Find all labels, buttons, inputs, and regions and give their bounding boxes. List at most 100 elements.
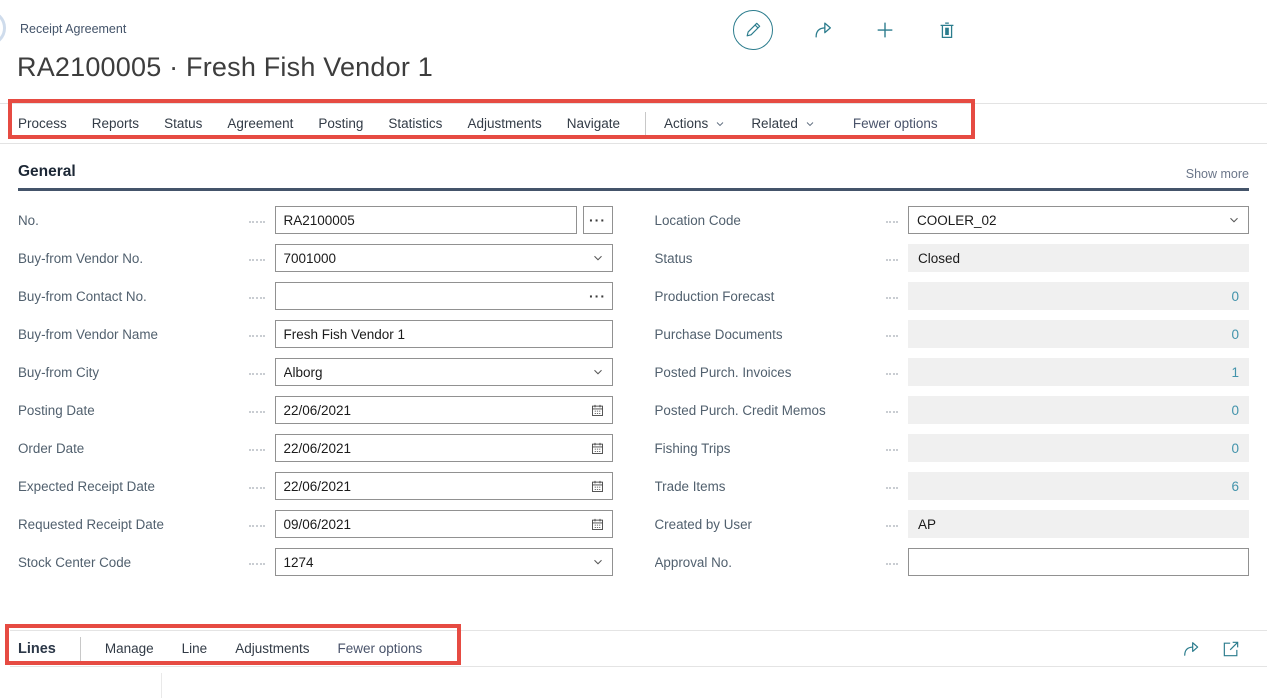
show-more-link[interactable]: Show more — [1185, 167, 1249, 181]
action-menubar: Process Reports Status Agreement Posting Stat… — [0, 103, 1267, 144]
field-row-fishing-trips: Fishing Trips 0 — [655, 434, 1249, 462]
dotted-leader — [249, 221, 265, 223]
field-box-requested-receipt-date — [274, 510, 613, 538]
add-icon[interactable] — [873, 18, 897, 42]
input-no[interactable] — [275, 212, 576, 228]
field-box-order-date — [274, 434, 613, 462]
edit-pencil-icon[interactable] — [733, 10, 773, 50]
menu-dropdown-related[interactable]: Related — [751, 116, 816, 131]
dotted-leader — [885, 487, 898, 489]
lines-table-column-divider — [161, 673, 162, 698]
share-icon[interactable] — [811, 18, 835, 42]
menu-item-posting[interactable]: Posting — [318, 116, 364, 131]
dotted-leader — [249, 525, 265, 527]
menu-item-status[interactable]: Status — [164, 116, 203, 131]
section-title-lines[interactable]: Lines — [18, 640, 56, 657]
field-label-location-code: Location Code — [654, 212, 741, 228]
dotted-leader — [249, 487, 265, 489]
input-expected-receipt-date[interactable] — [275, 478, 584, 494]
menu-item-fewer-options[interactable]: Fewer options — [852, 116, 938, 131]
menu-item-adjustments[interactable]: Adjustments — [467, 116, 542, 131]
menu-item-navigate[interactable]: Navigate — [566, 116, 621, 131]
dotted-leader — [885, 449, 898, 451]
chevron-down-icon[interactable] — [1220, 207, 1248, 233]
field-row-order-date: Order Date — [18, 434, 613, 462]
field-row-stock-center-code: Stock Center Code — [18, 548, 613, 576]
field-label-trade-items: Trade Items — [654, 478, 726, 494]
input-approval-no[interactable] — [909, 554, 1248, 570]
calendar-icon[interactable] — [584, 473, 612, 499]
field-row-trade-items: Trade Items 6 — [654, 472, 1249, 500]
field-control-created-by-user: AP — [908, 510, 1249, 538]
input-posting-date[interactable] — [275, 402, 584, 418]
field-control-buy-from-vendor-no — [274, 244, 613, 272]
menu-item-reports[interactable]: Reports — [91, 116, 140, 131]
menu-item-statistics[interactable]: Statistics — [388, 116, 443, 131]
lines-header: Lines Manage Line Adjustments Fewer options — [10, 630, 1267, 667]
drilldown-link-fishing-trips[interactable]: 0 — [1231, 440, 1239, 456]
field-label-buy-from-vendor-name: Buy-from Vendor Name — [18, 326, 158, 342]
chevron-down-icon[interactable] — [584, 359, 612, 385]
field-row-posted-purch-credit-memos: Posted Purch. Credit Memos 0 — [655, 396, 1249, 424]
drilldown-link-purchase-documents[interactable]: 0 — [1231, 326, 1239, 342]
menu-item-process[interactable]: Process — [18, 116, 67, 131]
lines-menu: Manage Line Adjustments Fewer options — [105, 640, 447, 658]
drilldown-link-production-forecast[interactable]: 0 — [1231, 288, 1239, 304]
field-control-buy-from-contact-no: ··· — [274, 282, 613, 310]
field-label-buy-from-city: Buy-from City — [18, 364, 100, 380]
field-label-created-by-user: Created by User — [654, 516, 753, 532]
menubar-divider — [645, 111, 647, 136]
readonly-field-status: Closed — [908, 244, 1249, 272]
drilldown-link-posted-purch-credit-memos[interactable]: 0 — [1231, 402, 1239, 418]
menu-dropdown-actions[interactable]: Actions — [664, 116, 726, 131]
calendar-icon[interactable] — [584, 397, 612, 423]
lines-menu-item-line[interactable]: Line — [181, 640, 208, 656]
input-buy-from-vendor-no[interactable] — [275, 250, 584, 266]
input-requested-receipt-date[interactable] — [275, 516, 584, 532]
chevron-down-icon[interactable] — [584, 245, 612, 271]
assist-edit-button[interactable]: ··· — [582, 206, 613, 234]
field-box-no — [274, 206, 577, 234]
breadcrumb[interactable]: Receipt Agreement — [20, 22, 127, 36]
open-in-window-icon[interactable] — [1219, 637, 1243, 661]
input-buy-from-vendor-name[interactable] — [275, 326, 612, 342]
menu-item-agreement[interactable]: Agreement — [227, 116, 294, 131]
share-icon[interactable] — [1179, 637, 1203, 661]
lines-menu-item-fewer-options[interactable]: Fewer options — [337, 640, 423, 656]
calendar-icon[interactable] — [584, 511, 612, 537]
delete-icon[interactable] — [935, 18, 959, 42]
input-buy-from-contact-no[interactable] — [275, 288, 584, 304]
dotted-leader — [885, 411, 898, 413]
back-circle-decoration — [0, 10, 6, 46]
dotted-leader — [885, 563, 898, 565]
drilldown-link-posted-purch-invoices[interactable]: 1 — [1231, 364, 1239, 380]
field-box-approval-no — [908, 548, 1249, 576]
field-row-location-code: Location Code — [654, 206, 1249, 234]
drilldown-link-trade-items[interactable]: 6 — [1231, 478, 1239, 494]
general-left-column: No. ··· Buy-from Vendor No. Buy-from Contac… — [18, 206, 613, 586]
general-fields: No. ··· Buy-from Vendor No. Buy-from Contac… — [18, 206, 1249, 586]
input-location-code[interactable] — [909, 212, 1220, 228]
input-stock-center-code[interactable] — [275, 554, 584, 570]
lines-menu-item-adjustments[interactable]: Adjustments — [235, 640, 310, 656]
field-box-stock-center-code — [274, 548, 613, 576]
ellipsis-icon[interactable]: ··· — [589, 288, 606, 304]
dotted-leader — [885, 335, 898, 337]
field-row-approval-no: Approval No. — [655, 548, 1249, 576]
field-box-expected-receipt-date — [274, 472, 613, 500]
field-control-order-date — [274, 434, 613, 462]
section-title-general[interactable]: General — [18, 163, 76, 180]
readonly-field-purchase-documents: 0 — [908, 320, 1249, 348]
input-order-date[interactable] — [275, 440, 584, 456]
field-control-status: Closed — [908, 244, 1249, 272]
lines-menu-item-manage[interactable]: Manage — [104, 640, 154, 656]
field-row-purchase-documents: Purchase Documents 0 — [655, 320, 1249, 348]
input-buy-from-city[interactable] — [275, 364, 584, 380]
field-label-no: No. — [18, 212, 39, 228]
calendar-icon[interactable] — [584, 435, 612, 461]
dotted-leader — [249, 259, 265, 261]
chevron-down-icon[interactable] — [584, 549, 612, 575]
chevron-down-icon — [714, 118, 726, 130]
field-row-buy-from-contact-no: Buy-from Contact No. ··· — [18, 282, 613, 310]
lines-header-icons — [1179, 637, 1243, 661]
